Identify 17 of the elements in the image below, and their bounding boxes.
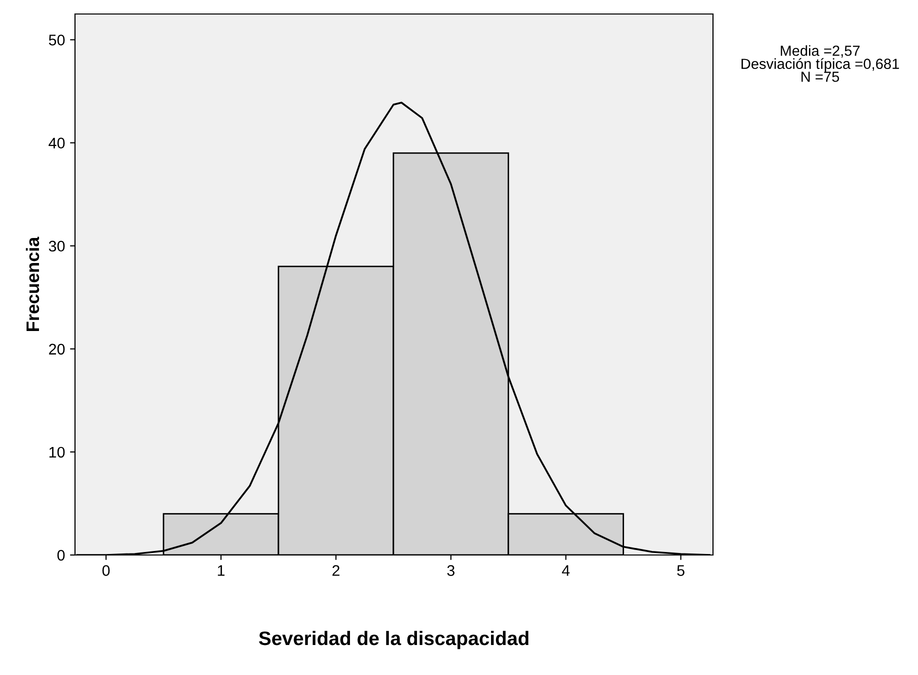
x-axis-title: Severidad de la discapacidad [258,630,528,650]
y-tick-label: 40 [48,138,65,148]
y-tick-label: 20 [49,344,65,355]
y-tick-label: 30 [48,240,65,252]
x-tick-label: 1 [218,565,224,576]
text: Desviación típica =0,681 [742,58,899,72]
y-axis-title: Frecuencia [26,236,40,331]
text: N =75 [802,72,840,82]
text: Media =2,57 [780,45,860,58]
x-tick-label: 3 [447,565,454,576]
y-tick-label: 0 [57,550,65,561]
y-tick-label: 50 [48,34,65,46]
x-tick-label: 5 [677,565,684,576]
x-tick-label: 2 [332,565,340,576]
x-tick-label: 4 [562,565,570,576]
y-tick-label: 10 [49,446,65,458]
x-tick-label: 0 [102,565,110,576]
